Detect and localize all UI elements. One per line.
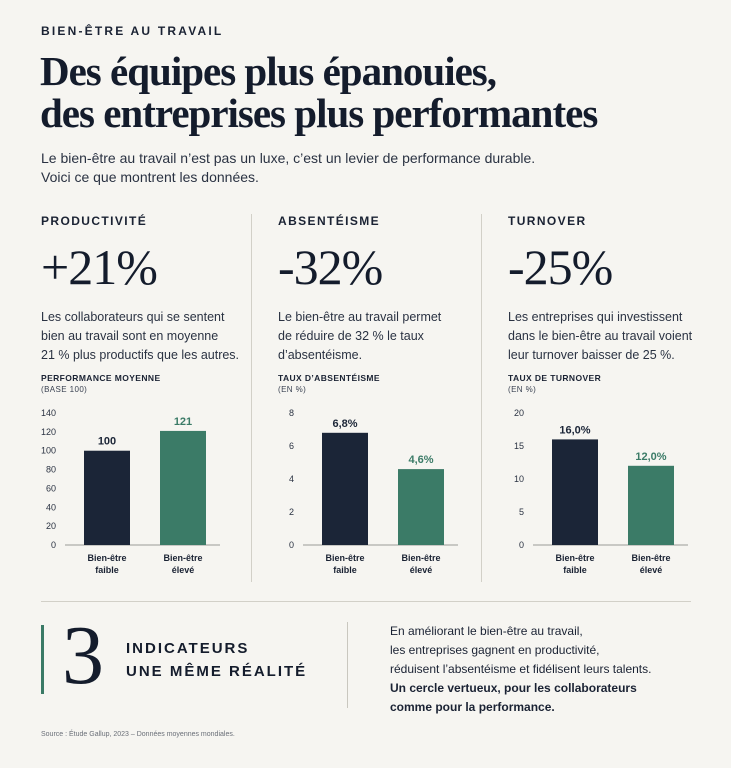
y-tick-label: 10 [514,474,524,484]
bar [322,432,368,545]
bar [552,439,598,545]
chart-subtitle-text: (EN %) [508,385,537,394]
stat-desc-line: 21 % plus productifs que les autres. [41,348,240,362]
x-tick-label: Bien-être [163,553,202,563]
intro-line-2: Voici ce que montrent les données. [41,169,259,185]
conclusion-strong-line: Un cercle vertueux, pour les collaborate… [390,681,637,695]
y-tick-label: 20 [46,521,56,531]
y-tick-label: 2 [289,507,294,517]
x-tick-label: Bien-être [631,553,670,563]
stat-label: PRODUCTIVITÉ [41,214,148,228]
bar [84,450,130,545]
x-tick-label: faible [563,565,587,575]
stat-desc-line: bien au travail sont en moyenne [41,329,219,343]
source-note: Source : Étude Gallup, 2023 – Données mo… [41,731,235,738]
y-tick-label: 120 [41,427,56,437]
section-divider [41,601,691,602]
conclusion-line: En améliorant le bien-être au travail, [390,624,583,638]
stat-turnover: TURNOVER -25% Les entreprises qui invest… [508,214,723,365]
y-tick-label: 100 [41,446,56,456]
stat-label: TURNOVER [508,214,587,228]
stat-desc-line: Les entreprises qui investissent [508,310,683,324]
bar-value-label: 6,8% [332,418,357,430]
conclusion-line: réduisent l’absentéisme et fidélisent le… [390,662,652,676]
x-tick-label: élevé [410,565,433,575]
stat-desc-line: leur turnover baisser de 25 %. [508,348,675,362]
y-tick-label: 80 [46,465,56,475]
bar [398,469,444,545]
chart-absenteeism: 0 2 4 6 8 6,8% Bien-être faible 4,6% Bien-être éle… [289,408,458,575]
y-tick-label: 0 [519,540,524,550]
y-tick-label: 6 [289,441,294,451]
y-tick-label: 0 [289,540,294,550]
intro-line-1: Le bien-être au travail n’est pas un lux… [41,150,536,166]
chart-subtitle-text: (BASE 100) [41,385,88,394]
chart-title-text: TAUX D’ABSENTÉISME [278,373,380,383]
intro-text: Le bien-être au travail n’est pas un lux… [41,149,661,187]
conclusion-text: En améliorant le bien-être au travail, l… [390,622,710,717]
x-tick-label: Bien-être [401,553,440,563]
y-tick-label: 5 [519,507,524,517]
column-divider [481,214,482,582]
stat-desc-line: de réduire de 32 % le taux [278,329,424,343]
y-tick-label: 4 [289,474,294,484]
bar [160,430,206,545]
stat-desc-line: Les collaborateurs qui se sentent [41,310,225,324]
chart-title-performance: PERFORMANCE MOYENNE (BASE 100) [41,373,161,395]
stat-value: -25% [508,239,613,295]
y-tick-label: 15 [514,441,524,451]
x-tick-label: élevé [640,565,663,575]
stat-absenteeism: ABSENTÉISME -32% Le bien-être au travail… [278,214,493,365]
accent-bar [41,625,44,694]
bar-value-label: 12,0% [635,451,666,463]
summary-line-2: UNE MÊME RÉALITÉ [126,663,308,680]
title-line-2: des entreprises plus performantes [40,90,598,136]
stat-description: Les entreprises qui investissent dans le… [508,308,723,365]
stat-desc-line: d’absentéisme. [278,348,363,362]
chart-turnover: 0 5 10 15 20 16,0% Bien-être faible 12,0% Bien-êt… [514,408,688,575]
column-divider [251,214,252,582]
summary-heading: INDICATEURS UNE MÊME RÉALITÉ [126,637,307,683]
x-tick-label: Bien-être [87,553,126,563]
stat-description: Le bien-être au travail permet de réduir… [278,308,493,365]
summary-divider [347,622,348,708]
summary-number: 3 [62,609,104,702]
chart-performance: 0 20 40 60 80 100 120 140 100 Bien-être faible 121 B… [41,408,220,575]
y-tick-label: 0 [51,540,56,550]
bar-value-label: 121 [174,416,192,428]
y-tick-label: 60 [46,483,56,493]
chart-title-text: PERFORMANCE MOYENNE [41,373,161,383]
bar-value-label: 16,0% [559,424,590,436]
x-tick-label: Bien-être [555,553,594,563]
x-tick-label: faible [95,565,119,575]
y-tick-label: 140 [41,408,56,418]
chart-title-absenteeism: TAUX D’ABSENTÉISME (EN %) [278,373,380,395]
stat-productivity: PRODUCTIVITÉ +21% Les collaborateurs qui… [41,214,256,365]
bar [628,465,674,545]
y-tick-label: 8 [289,408,294,418]
stat-description: Les collaborateurs qui se sentent bien a… [41,308,256,365]
conclusion-line: les entreprises gagnent en productivité, [390,643,600,657]
stat-desc-line: dans le bien-être au travail voient [508,329,693,343]
chart-subtitle-text: (EN %) [278,385,307,394]
bar-value-label: 100 [98,436,116,448]
title-line-1: Des équipes plus épanouies, [40,48,497,94]
summary-line-1: INDICATEURS [126,640,250,657]
stat-label: ABSENTÉISME [278,214,381,228]
y-tick-label: 20 [514,408,524,418]
section-kicker: BIEN-ÊTRE AU TRAVAIL [41,24,224,38]
stat-value: -32% [278,239,383,295]
x-tick-label: élevé [172,565,195,575]
conclusion-strong-line: comme pour la performance. [390,700,555,714]
bar-value-label: 4,6% [408,454,433,466]
x-tick-label: Bien-être [325,553,364,563]
stat-value: +21% [41,239,158,295]
x-tick-label: faible [333,565,357,575]
page-title: Des équipes plus épanouies, des entrepri… [40,50,700,134]
y-tick-label: 40 [46,502,56,512]
chart-title-turnover: TAUX DE TURNOVER (EN %) [508,373,601,395]
stat-desc-line: Le bien-être au travail permet [278,310,442,324]
chart-title-text: TAUX DE TURNOVER [508,373,602,383]
